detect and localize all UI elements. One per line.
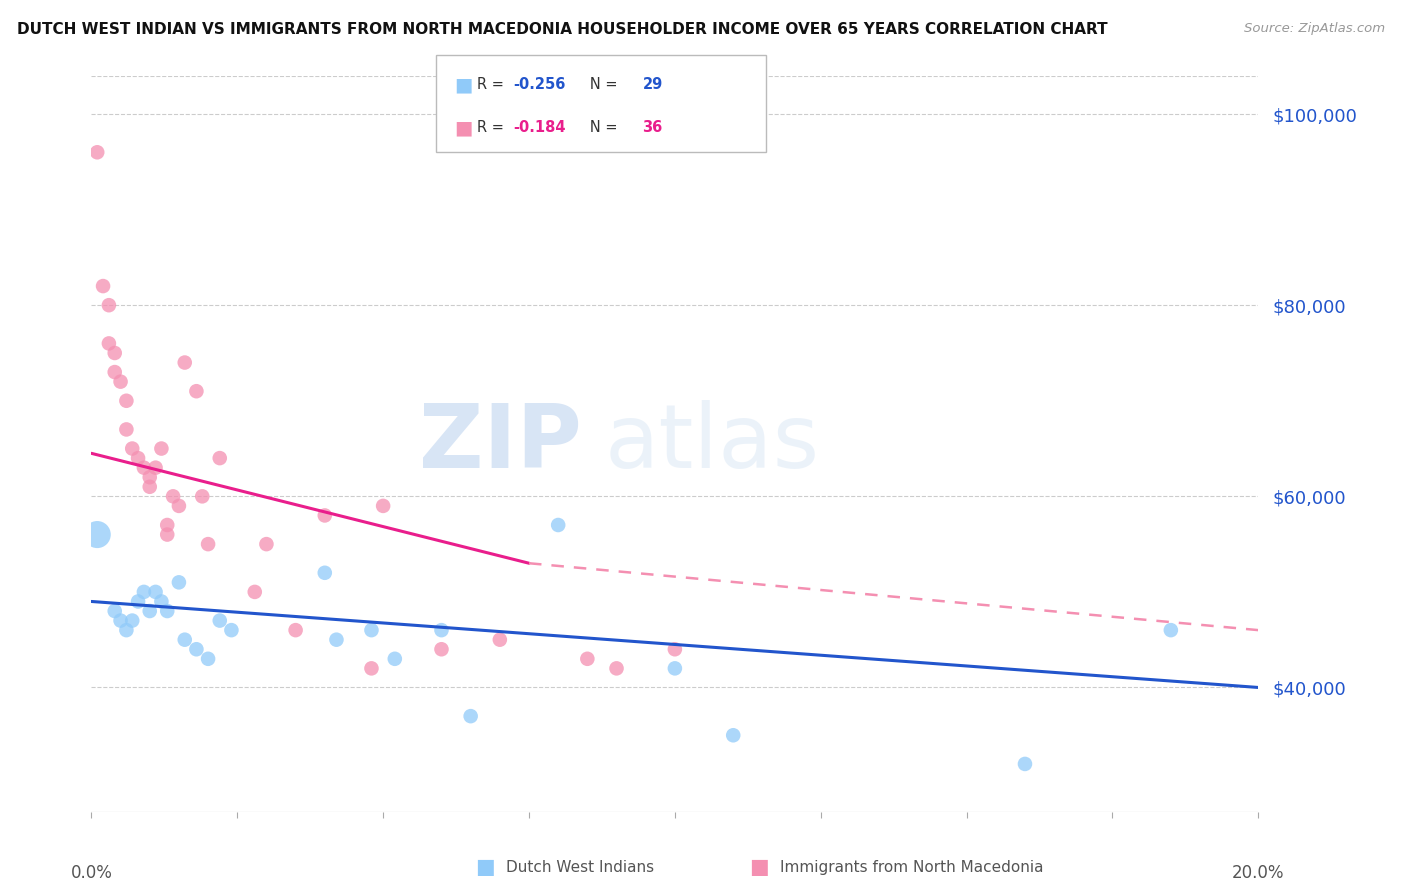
Point: [186, 384, 208, 399]
Point: [115, 422, 138, 436]
Point: [489, 632, 512, 647]
Point: [162, 489, 184, 503]
Point: [1014, 756, 1036, 771]
Point: [121, 442, 143, 456]
Point: [284, 623, 307, 637]
Point: [208, 451, 231, 466]
Text: N =: N =: [576, 78, 623, 92]
Point: [191, 489, 214, 503]
Point: [86, 527, 108, 541]
Point: [723, 728, 745, 742]
Text: 20.0%: 20.0%: [1232, 864, 1285, 882]
Text: Source: ZipAtlas.com: Source: ZipAtlas.com: [1244, 22, 1385, 36]
Point: [132, 585, 155, 599]
Point: [145, 585, 167, 599]
Text: Dutch West Indians: Dutch West Indians: [506, 860, 654, 874]
Point: [86, 145, 108, 160]
Point: [576, 652, 599, 666]
Text: -0.184: -0.184: [513, 120, 565, 135]
Point: [121, 614, 143, 628]
Point: [167, 499, 190, 513]
Point: [664, 661, 686, 675]
Point: [115, 393, 138, 408]
Point: [115, 623, 138, 637]
Point: [325, 632, 347, 647]
Point: [605, 661, 627, 675]
Text: DUTCH WEST INDIAN VS IMMIGRANTS FROM NORTH MACEDONIA HOUSEHOLDER INCOME OVER 65 : DUTCH WEST INDIAN VS IMMIGRANTS FROM NOR…: [17, 22, 1108, 37]
Point: [156, 518, 179, 533]
Text: -0.256: -0.256: [513, 78, 565, 92]
Point: [208, 614, 231, 628]
Point: [127, 594, 149, 608]
Point: [173, 355, 195, 369]
Point: [547, 518, 569, 533]
Text: R =: R =: [477, 78, 508, 92]
Y-axis label: Householder Income Over 65 years: Householder Income Over 65 years: [0, 301, 7, 586]
Point: [167, 575, 190, 590]
Text: R =: R =: [477, 120, 508, 135]
Point: [110, 375, 132, 389]
Point: [360, 623, 382, 637]
Text: 29: 29: [643, 78, 662, 92]
Text: 36: 36: [643, 120, 662, 135]
Point: [186, 642, 208, 657]
Point: [221, 623, 243, 637]
Point: [132, 460, 155, 475]
Point: [1160, 623, 1182, 637]
Point: [97, 336, 120, 351]
Point: [138, 470, 162, 484]
Point: [104, 346, 127, 360]
Point: [254, 537, 277, 551]
Point: [156, 604, 179, 618]
Point: [314, 508, 336, 523]
Point: [197, 537, 219, 551]
Point: [243, 585, 266, 599]
Point: [150, 594, 173, 608]
Point: [314, 566, 336, 580]
Point: [197, 652, 219, 666]
Point: [91, 279, 114, 293]
Point: [430, 642, 453, 657]
Point: [460, 709, 482, 723]
Point: [430, 623, 453, 637]
Point: [145, 460, 167, 475]
Point: [360, 661, 382, 675]
Point: [150, 442, 173, 456]
Text: ■: ■: [749, 857, 769, 877]
Text: ■: ■: [454, 118, 472, 137]
Text: 0.0%: 0.0%: [70, 864, 112, 882]
Point: [138, 604, 162, 618]
Text: Immigrants from North Macedonia: Immigrants from North Macedonia: [780, 860, 1043, 874]
Point: [97, 298, 120, 312]
Point: [138, 480, 162, 494]
Point: [664, 642, 686, 657]
Point: [156, 527, 179, 541]
Point: [110, 614, 132, 628]
Text: atlas: atlas: [605, 401, 820, 487]
Point: [384, 652, 406, 666]
Text: N =: N =: [576, 120, 623, 135]
Point: [104, 365, 127, 379]
Point: [371, 499, 394, 513]
Point: [127, 451, 149, 466]
Text: ZIP: ZIP: [419, 401, 582, 487]
Point: [104, 604, 127, 618]
Text: ■: ■: [454, 75, 472, 95]
Text: ■: ■: [475, 857, 495, 877]
Point: [173, 632, 195, 647]
